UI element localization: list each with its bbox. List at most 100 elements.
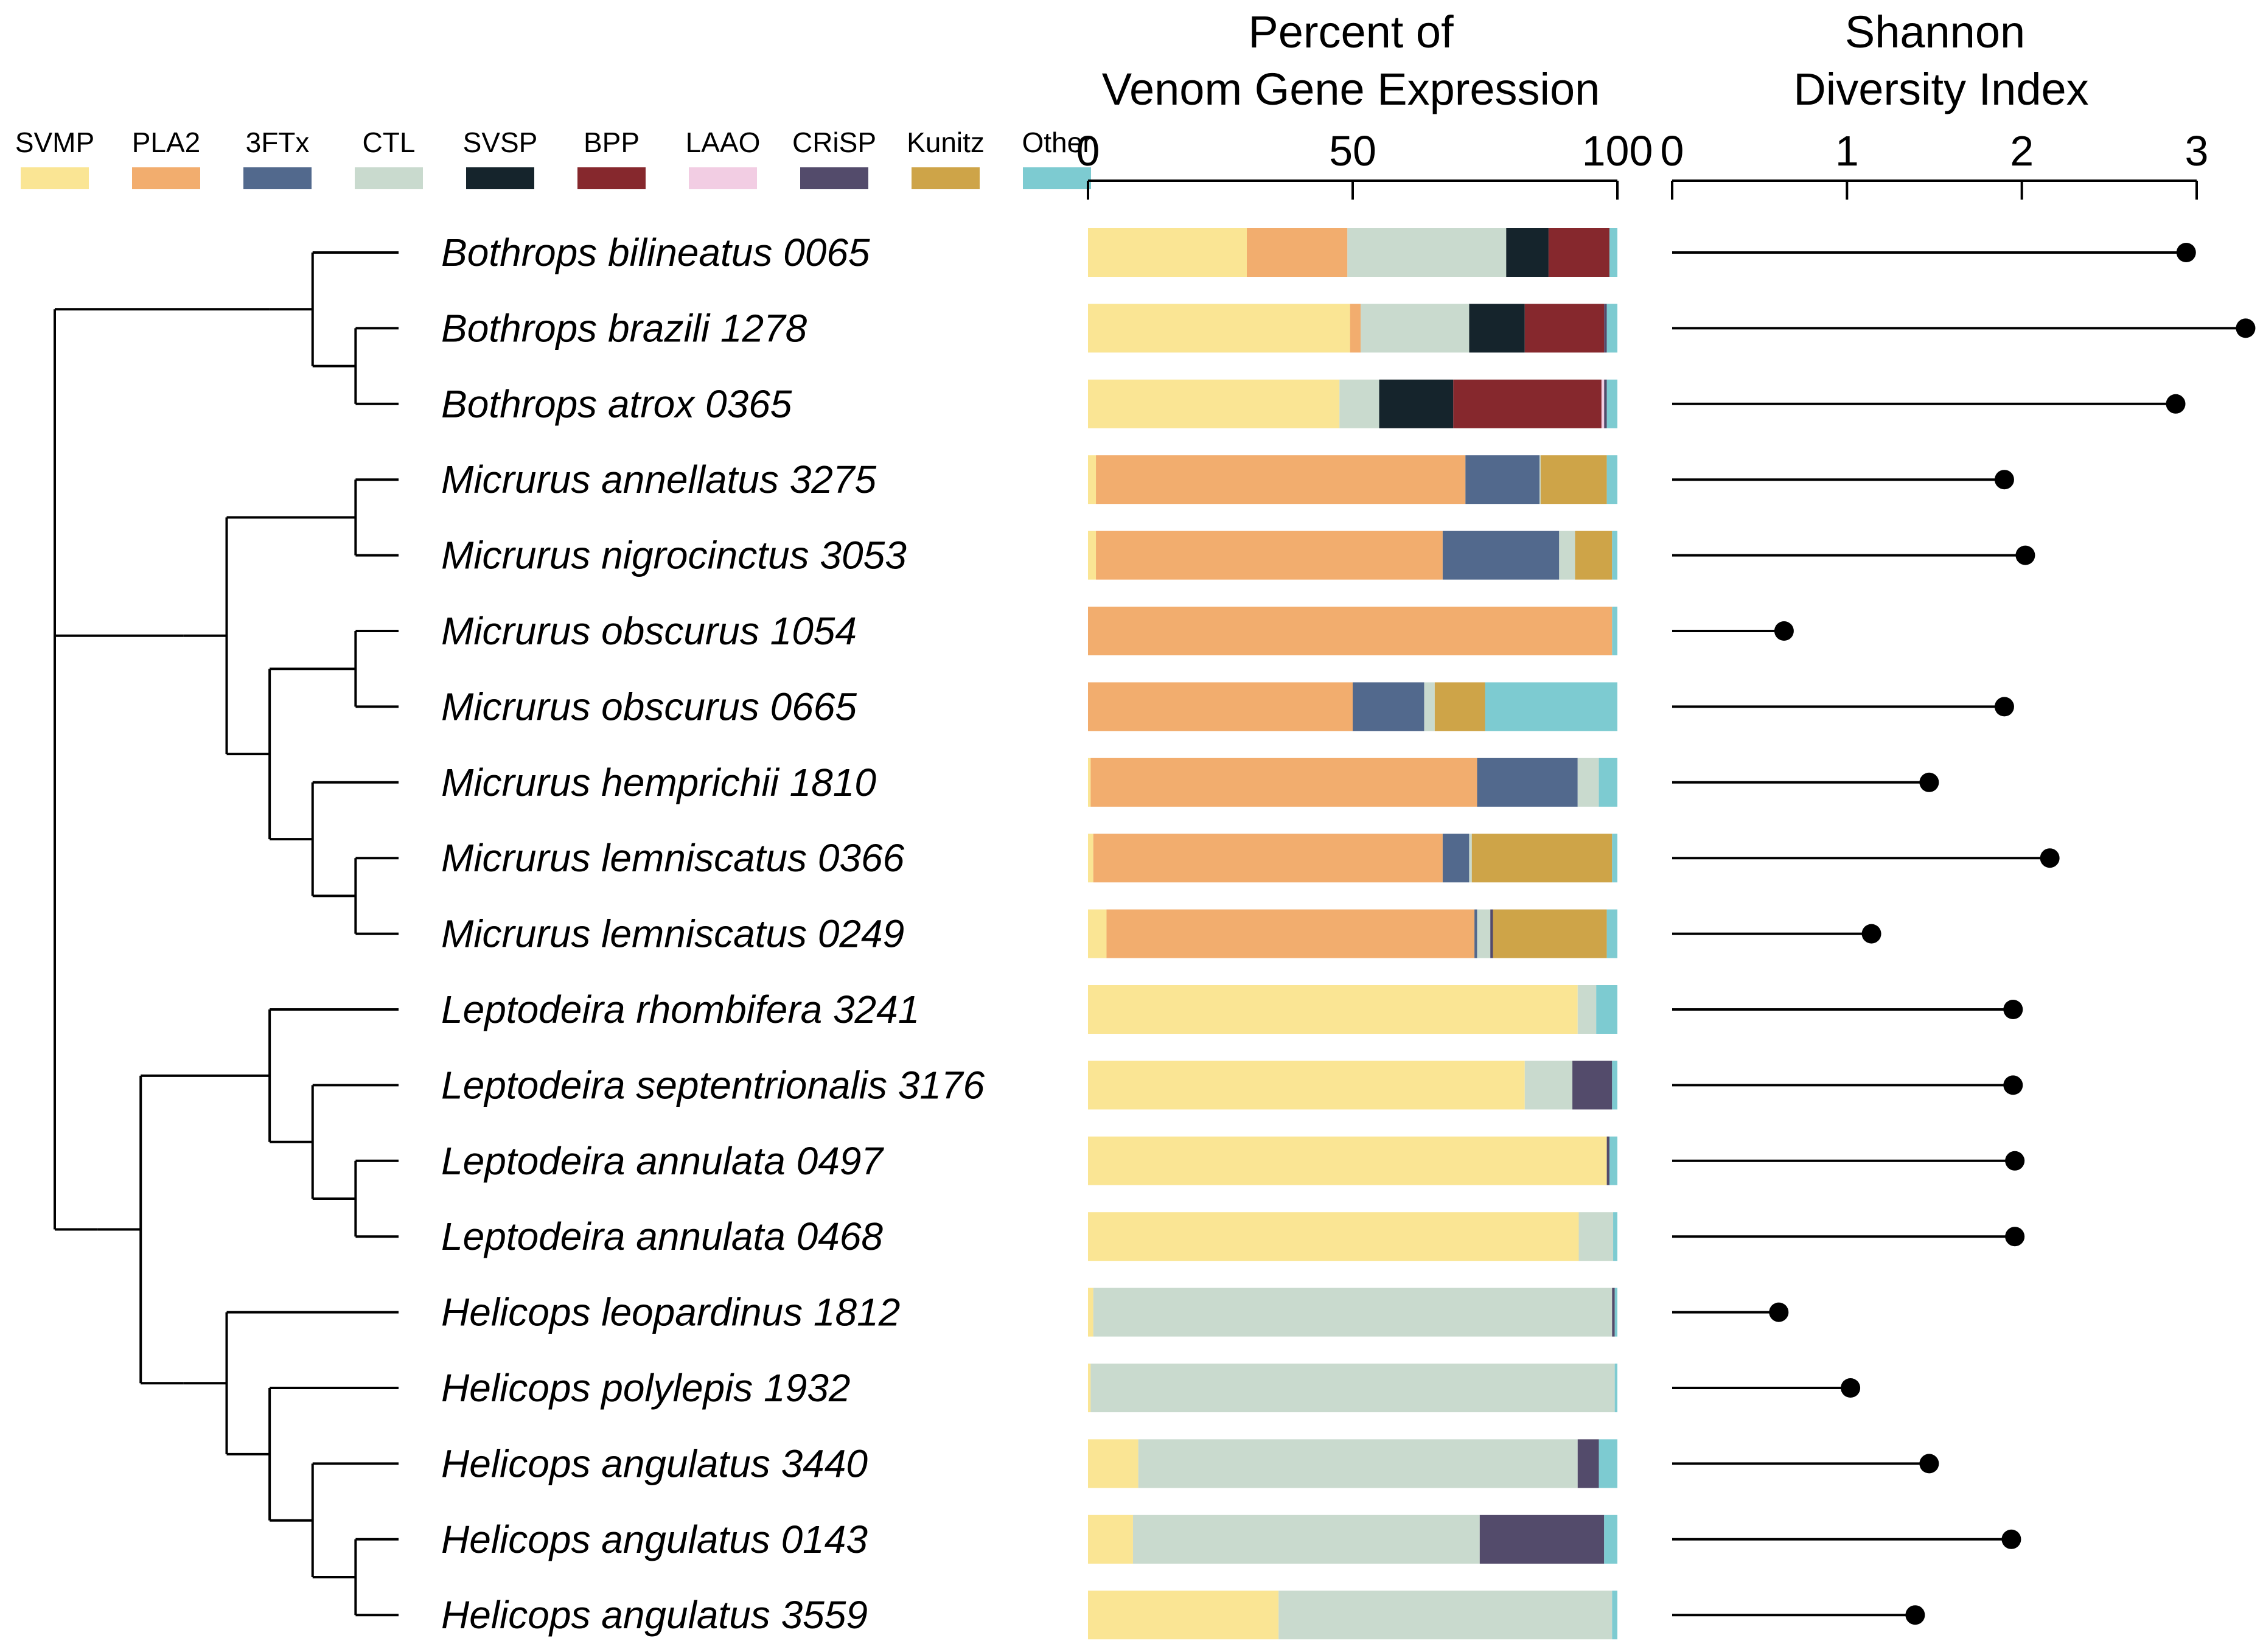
composition-bar-segment	[1465, 455, 1540, 504]
composition-bar-segment	[1485, 682, 1617, 731]
composition-bar-segment	[1088, 834, 1093, 883]
diversity-tick-label: 0	[1661, 127, 1684, 175]
composition-tick-label: 50	[1329, 127, 1376, 175]
composition-bar-segment	[1096, 531, 1443, 580]
composition-bar-segment	[1471, 834, 1613, 883]
composition-bar-segment	[1090, 758, 1477, 807]
composition-bar-segment	[1606, 455, 1617, 504]
diversity-point	[1994, 470, 2014, 490]
composition-bar-segment	[1379, 379, 1454, 428]
composition-bar-segment	[1559, 531, 1575, 580]
composition-bar-segment	[1524, 304, 1605, 353]
diversity-point	[1861, 924, 1881, 944]
diversity-point	[2005, 1227, 2025, 1247]
diversity-panel: Shannon Diversity Index 0 1 2 3	[1661, 7, 2256, 1625]
composition-bar-segment	[1088, 455, 1097, 504]
composition-bar-segment	[1088, 1061, 1525, 1110]
composition-bar-segment	[1493, 909, 1607, 958]
composition-bar-segment	[1093, 1288, 1613, 1337]
diversity-point	[2040, 848, 2060, 868]
legend-swatch	[800, 167, 868, 189]
taxon-label: Micrurus lemniscatus 0366	[441, 836, 905, 880]
composition-bar-segment	[1490, 909, 1493, 958]
composition-title-line1: Percent of	[1248, 7, 1454, 57]
taxon-label: Micrurus obscurus 1054	[441, 609, 857, 653]
legend-label: PLA2	[132, 127, 201, 158]
composition-bar-segment	[1524, 1061, 1573, 1110]
phylogenetic-tree	[54, 251, 399, 1617]
composition-bar-segment	[1088, 531, 1097, 580]
composition-bar-segment	[1442, 531, 1560, 580]
composition-bar-segment	[1106, 909, 1475, 958]
composition-bar-segment	[1278, 1591, 1613, 1640]
composition-bar-segment	[1612, 607, 1617, 655]
composition-bar-segment	[1540, 455, 1607, 504]
composition-bar-segment	[1577, 1439, 1599, 1488]
composition-bar-segment	[1350, 304, 1361, 353]
composition-bar-segment	[1088, 607, 1613, 655]
composition-bar-segment	[1577, 985, 1597, 1034]
composition-bar-segment	[1606, 304, 1617, 353]
composition-bar-segment	[1361, 304, 1470, 353]
legend-label: Other	[1022, 127, 1092, 158]
composition-bar-segment	[1604, 1514, 1617, 1564]
composition-tick-label: 0	[1076, 127, 1100, 175]
composition-bar-segment	[1609, 228, 1617, 277]
legend-swatch	[132, 167, 200, 189]
diversity-point	[2166, 394, 2186, 414]
composition-bar-segment	[1096, 455, 1466, 504]
composition-bar-segment	[1612, 531, 1617, 580]
diversity-point	[2015, 545, 2035, 565]
composition-bar-segment	[1479, 1514, 1605, 1564]
composition-bar-segment	[1599, 758, 1617, 807]
legend: SVMP PLA2 3FTx CTL SVSP BPP LAAO CRiSP Kunitz Oth…	[15, 127, 1092, 189]
legend-label: CTL	[363, 127, 416, 158]
legend-swatch	[355, 167, 423, 189]
composition-bar-segment	[1093, 834, 1443, 883]
composition-bar-segment	[1606, 1136, 1609, 1185]
composition-title-line2: Venom Gene Expression	[1102, 64, 1600, 114]
taxon-label: Helicops polylepis 1932	[441, 1366, 850, 1410]
composition-bar-segment	[1572, 1061, 1613, 1110]
taxon-label: Micrurus annellatus 3275	[441, 458, 876, 501]
composition-bar-segment	[1434, 682, 1485, 731]
composition-bar-segment	[1088, 985, 1578, 1034]
legend-label: SVSP	[463, 127, 538, 158]
diversity-point	[1841, 1378, 1861, 1398]
composition-bar-segment	[1469, 304, 1525, 353]
composition-bar-segment	[1612, 834, 1617, 883]
legend-label: SVMP	[15, 127, 94, 158]
composition-bar-segment	[1604, 304, 1607, 353]
composition-bar-segment	[1606, 379, 1617, 428]
composition-bar-segment	[1614, 1288, 1617, 1337]
composition-bar-segment	[1247, 228, 1348, 277]
taxon-labels: Bothrops bilineatus 0065 Bothrops brazili…	[441, 231, 985, 1637]
diversity-tick-label: 2	[2010, 127, 2034, 175]
composition-bar-segment	[1601, 379, 1605, 428]
diversity-point	[2003, 1000, 2023, 1019]
taxon-label: Leptodeira annulata 0497	[441, 1139, 884, 1183]
composition-bar-segment	[1353, 682, 1424, 731]
composition-bar-segment	[1477, 909, 1491, 958]
taxon-label: Micrurus lemniscatus 0249	[441, 912, 904, 956]
composition-bar-segment	[1606, 909, 1617, 958]
composition-bar-segment	[1539, 455, 1541, 504]
diversity-tick-label: 3	[2185, 127, 2209, 175]
composition-bar-segment	[1088, 1439, 1138, 1488]
composition-bar-segment	[1477, 758, 1578, 807]
composition-bar-segment	[1132, 1514, 1480, 1564]
taxon-label: Micrurus obscurus 0665	[441, 685, 857, 728]
legend-swatch	[243, 167, 312, 189]
composition-bar-segment	[1138, 1439, 1578, 1488]
legend-swatch	[577, 167, 646, 189]
legend-swatch	[1023, 167, 1091, 189]
composition-bar-segment	[1442, 834, 1470, 883]
diversity-tick-label: 1	[1835, 127, 1859, 175]
taxon-label: Helicops leopardinus 1812	[441, 1291, 900, 1334]
composition-bar-segment	[1575, 531, 1613, 580]
legend-swatch	[466, 167, 534, 189]
composition-bar-segment	[1088, 758, 1091, 807]
composition-bar-segment	[1578, 1212, 1614, 1261]
composition-bar-segment	[1088, 1288, 1093, 1337]
